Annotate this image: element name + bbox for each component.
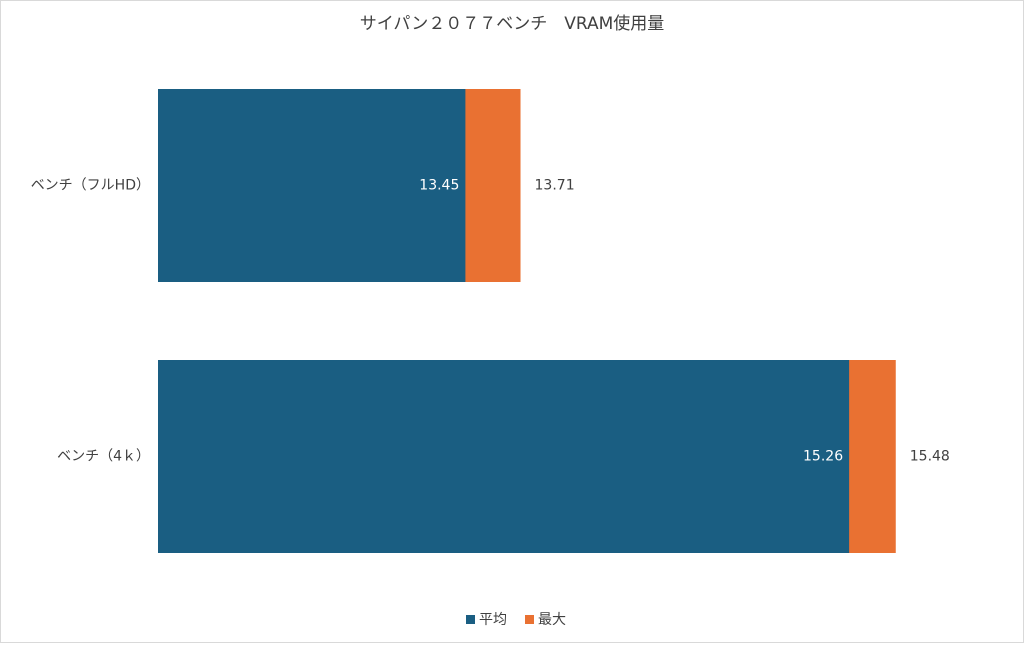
legend-label: 平均 bbox=[479, 612, 507, 628]
bar bbox=[158, 89, 466, 282]
y-tick-label: ベンチ（4ｋ） bbox=[57, 449, 150, 465]
chart-title: サイパン２０７７ベンチ VRAM使用量 bbox=[360, 13, 665, 34]
legend-label: 最大 bbox=[538, 612, 566, 628]
data-label: 15.48 bbox=[910, 449, 950, 465]
bar bbox=[158, 360, 850, 553]
data-label: 13.45 bbox=[419, 178, 459, 194]
data-label: 13.71 bbox=[535, 178, 575, 194]
data-label: 15.26 bbox=[803, 449, 843, 465]
legend-swatch bbox=[466, 615, 475, 624]
legend-swatch bbox=[525, 615, 534, 624]
y-tick-label: ベンチ（フルHD） bbox=[31, 178, 150, 194]
